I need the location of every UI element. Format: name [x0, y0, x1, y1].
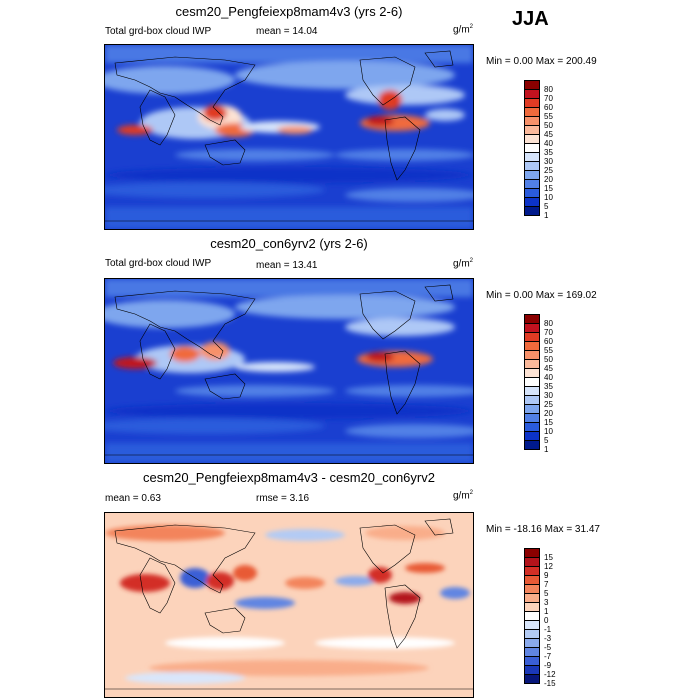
panel3-level-label: 9 — [544, 571, 549, 580]
panel3-mean: mean = 0.63 — [105, 493, 161, 504]
panel2-level-label: 1 — [544, 445, 549, 454]
panel1-map-graphic — [105, 45, 473, 229]
panel3-level-label: 12 — [544, 562, 553, 571]
panel1-level-label: 50 — [544, 121, 553, 130]
panel3-title: cesm20_Pengfeiexp8mam4v3 - cesm20_con6yr… — [143, 470, 435, 485]
panel1-level-label: 20 — [544, 175, 553, 184]
panel2-level-label: 60 — [544, 337, 553, 346]
panel1-units: g/m2 — [453, 24, 474, 36]
season-label: JJA — [512, 8, 549, 30]
panel2-level-label: 30 — [544, 391, 553, 400]
panel2-variable-label: Total grd-box cloud IWP — [105, 258, 212, 269]
panel1-level-label: 1 — [544, 211, 549, 220]
panel2-title: cesm20_con6yrv2 (yrs 2-6) — [210, 236, 368, 251]
panel1-level-label: 45 — [544, 130, 553, 139]
panel3-swatch — [524, 674, 540, 684]
panel2-colorbar: 80 70 60 55 50 45 40 35 30 25 20 15 10 5… — [524, 314, 584, 460]
panel1-level-label: 80 — [544, 85, 553, 94]
panel3-level-label: -3 — [544, 634, 552, 643]
panel1-level-label: 70 — [544, 94, 553, 103]
panel1-level-label: 60 — [544, 103, 553, 112]
panel3-level-label: -5 — [544, 643, 552, 652]
panel2-units: g/m2 — [453, 258, 474, 270]
panel1-level-label: 55 — [544, 112, 553, 121]
panel2-level-label: 5 — [544, 436, 549, 445]
panel1-level-label: 40 — [544, 139, 553, 148]
panel3-level-label: -9 — [544, 661, 552, 670]
panel1-minmax: Min = 0.00 Max = 200.49 — [486, 56, 597, 67]
panel3-level-label: 0 — [544, 616, 549, 625]
panel3-colorbar: 15 12 9 7 5 3 1 0 -1 -3 -5 -7 -9 -12 -15 — [524, 548, 584, 694]
panel2-level-label: 15 — [544, 418, 553, 427]
panel1-level-label: 25 — [544, 166, 553, 175]
panel1-swatch — [524, 206, 540, 216]
panel2-swatch — [524, 440, 540, 450]
panel3-level-label: 5 — [544, 589, 549, 598]
panel2-level-label: 10 — [544, 427, 553, 436]
panel2-map-graphic — [105, 279, 473, 463]
panel3-level-label: 3 — [544, 598, 549, 607]
panel3-level-label: -7 — [544, 652, 552, 661]
panel2-level-label: 70 — [544, 328, 553, 337]
panel2-level-label: 50 — [544, 355, 553, 364]
panel1-mean: mean = 14.04 — [256, 26, 318, 37]
panel1-map — [104, 44, 474, 230]
panel2-level-label: 35 — [544, 382, 553, 391]
panel3-level-label: -15 — [544, 679, 556, 688]
panel3-level-label: 15 — [544, 553, 553, 562]
panel2-level-label: 45 — [544, 364, 553, 373]
panel1-level-label: 30 — [544, 157, 553, 166]
panel1-level-label: 15 — [544, 184, 553, 193]
panel3-units: g/m2 — [453, 490, 474, 502]
panel3-rmse: rmse = 3.16 — [256, 493, 310, 504]
panel1-variable-label: Total grd-box cloud IWP — [105, 26, 212, 37]
panel3-map-graphic — [105, 513, 473, 697]
panel2-level-label: 20 — [544, 409, 553, 418]
panel3-level-label: 7 — [544, 580, 549, 589]
panel2-level-label: 55 — [544, 346, 553, 355]
panel3-level-label: -1 — [544, 625, 552, 634]
panel2-mean: mean = 13.41 — [256, 260, 318, 271]
panel2-level-label: 80 — [544, 319, 553, 328]
panel3-level-label: 1 — [544, 607, 549, 616]
panel1-title: cesm20_Pengfeiexp8mam4v3 (yrs 2-6) — [175, 4, 403, 19]
panel3-minmax: Min = -18.16 Max = 31.47 — [486, 524, 600, 535]
panel1-colorbar: 80 70 60 55 50 45 40 35 30 25 20 15 10 5… — [524, 80, 584, 226]
panel2-minmax: Min = 0.00 Max = 169.02 — [486, 290, 597, 301]
panel2-map — [104, 278, 474, 464]
panel2-level-label: 25 — [544, 400, 553, 409]
panel1-level-label: 35 — [544, 148, 553, 157]
panel3-map — [104, 512, 474, 698]
panel1-level-label: 5 — [544, 202, 549, 211]
panel1-level-label: 10 — [544, 193, 553, 202]
panel3-level-label: -12 — [544, 670, 556, 679]
panel2-level-label: 40 — [544, 373, 553, 382]
